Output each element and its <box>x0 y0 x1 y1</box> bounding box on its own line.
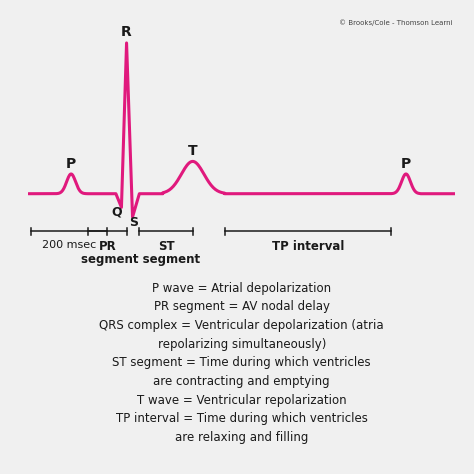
Text: Q: Q <box>112 206 122 219</box>
Text: 200 msec: 200 msec <box>42 240 96 250</box>
Text: PR segment = AV nodal delay: PR segment = AV nodal delay <box>154 300 330 313</box>
Text: T: T <box>188 144 198 158</box>
Text: repolarizing simultaneously): repolarizing simultaneously) <box>157 337 326 351</box>
Text: R: R <box>121 26 132 39</box>
Text: T wave = Ventricular repolarization: T wave = Ventricular repolarization <box>137 394 346 407</box>
Text: ST segment = Time during which ventricles: ST segment = Time during which ventricle… <box>112 356 371 369</box>
Text: S: S <box>129 216 138 229</box>
Text: are relaxing and filling: are relaxing and filling <box>175 431 309 444</box>
Text: TP interval = Time during which ventricles: TP interval = Time during which ventricl… <box>116 412 368 425</box>
Text: ST: ST <box>158 240 174 254</box>
Text: are contracting and emptying: are contracting and emptying <box>154 375 330 388</box>
Text: TP interval: TP interval <box>272 240 344 254</box>
Text: P: P <box>66 157 76 171</box>
Text: P wave = Atrial depolarization: P wave = Atrial depolarization <box>152 282 331 294</box>
Text: QRS complex = Ventricular depolarization (atria: QRS complex = Ventricular depolarization… <box>100 319 384 332</box>
Text: PR: PR <box>99 240 116 254</box>
Text: segment segment: segment segment <box>81 253 200 266</box>
Text: © Brooks/Cole - Thomson Learni: © Brooks/Cole - Thomson Learni <box>339 19 453 26</box>
Text: P: P <box>401 157 411 171</box>
